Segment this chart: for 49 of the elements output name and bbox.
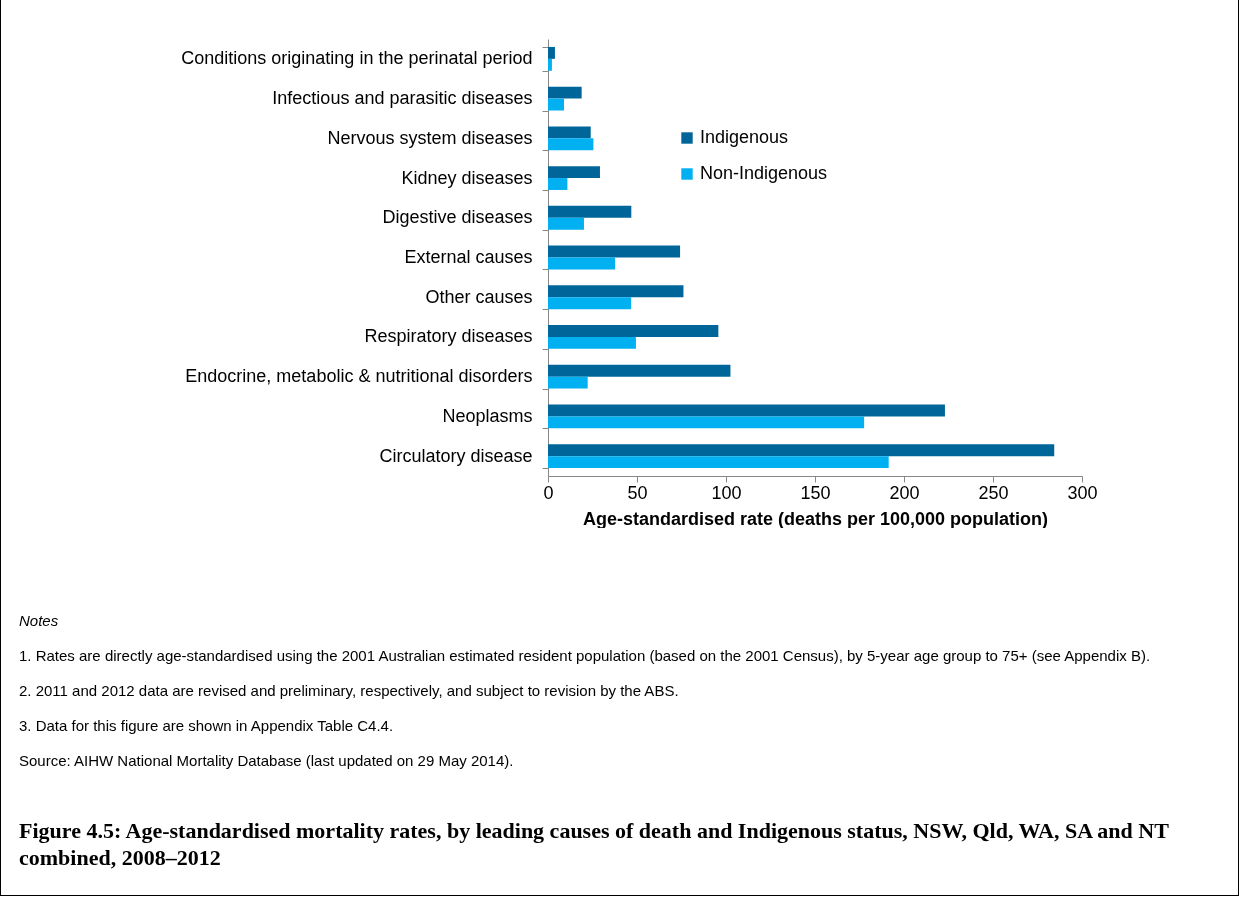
- x-tick-label: 300: [1067, 482, 1098, 503]
- y-tick-label: Nervous system diseases: [327, 127, 533, 148]
- bar: [548, 138, 594, 151]
- x-tick-label: 100: [711, 482, 742, 503]
- legend-label: Non-Indigenous: [700, 163, 828, 183]
- y-tick-label: Other causes: [425, 286, 533, 307]
- bar: [548, 444, 1055, 457]
- y-tick-label: Respiratory diseases: [364, 326, 533, 347]
- bar: [548, 217, 584, 230]
- source-note: Source: AIHW National Mortality Database (last updated on 29 May 2014).: [19, 751, 515, 771]
- text: Notes: [19, 611, 60, 631]
- y-tick-label: External causes: [404, 247, 533, 267]
- bar: [548, 404, 945, 417]
- bar: [548, 297, 632, 310]
- bar: [548, 325, 719, 337]
- bar: [548, 376, 588, 389]
- x-axis-title: Age-standardised rate (deaths per 100,000 population): [582, 508, 1049, 529]
- bar: [548, 416, 865, 429]
- bar: [548, 245, 681, 258]
- text: 1. Rates are directly age-standardised using the 2001 Australian estimated resident population (based on the 2001 Census), by 5-year age group to 75+ (see Appendix B).: [19, 646, 1152, 666]
- bar: [548, 46, 555, 59]
- y-tick-label: Infectious and parasitic diseases: [272, 88, 533, 109]
- x-tick-label: 150: [800, 482, 831, 503]
- text: 3. Data for this figure are shown in Appendix Table C4.4.: [19, 716, 395, 736]
- bar: [548, 456, 889, 469]
- bar: [548, 336, 636, 349]
- x-tick-label: 250: [978, 482, 1009, 503]
- bar: [548, 257, 616, 270]
- bar: [548, 98, 565, 111]
- bar: [548, 364, 731, 377]
- bar: [548, 126, 591, 139]
- bar: [548, 205, 632, 218]
- y-tick-label: Conditions originating in the perinatal period: [181, 48, 533, 69]
- y-tick-label: Kidney diseases: [401, 167, 533, 188]
- legend-label: Indigenous: [700, 127, 789, 147]
- bar: [548, 285, 684, 298]
- bar: [548, 166, 600, 179]
- y-tick-label: Neoplasms: [442, 405, 533, 426]
- text: Figure 4.5: Age-standardised mortality rates, by leading causes of death and Indigenous status, NSW, Qld, WA, SA and NT combined, 2008–2012: [19, 817, 1170, 871]
- x-tick-label: 50: [627, 482, 648, 503]
- bar: [548, 58, 552, 71]
- x-tick-label: 0: [543, 482, 554, 503]
- y-tick-label: Digestive diseases: [382, 207, 533, 228]
- y-tick-label: Circulatory disease: [379, 445, 533, 466]
- y-tick-label: Endocrine, metabolic & nutritional disorders: [185, 366, 533, 387]
- text: 2. 2011 and 2012 data are revised and preliminary, respectively, and subject to revision by the ABS.: [19, 681, 680, 701]
- x-tick-label: 200: [889, 482, 920, 503]
- bar: [548, 178, 568, 190]
- bar: [548, 86, 582, 99]
